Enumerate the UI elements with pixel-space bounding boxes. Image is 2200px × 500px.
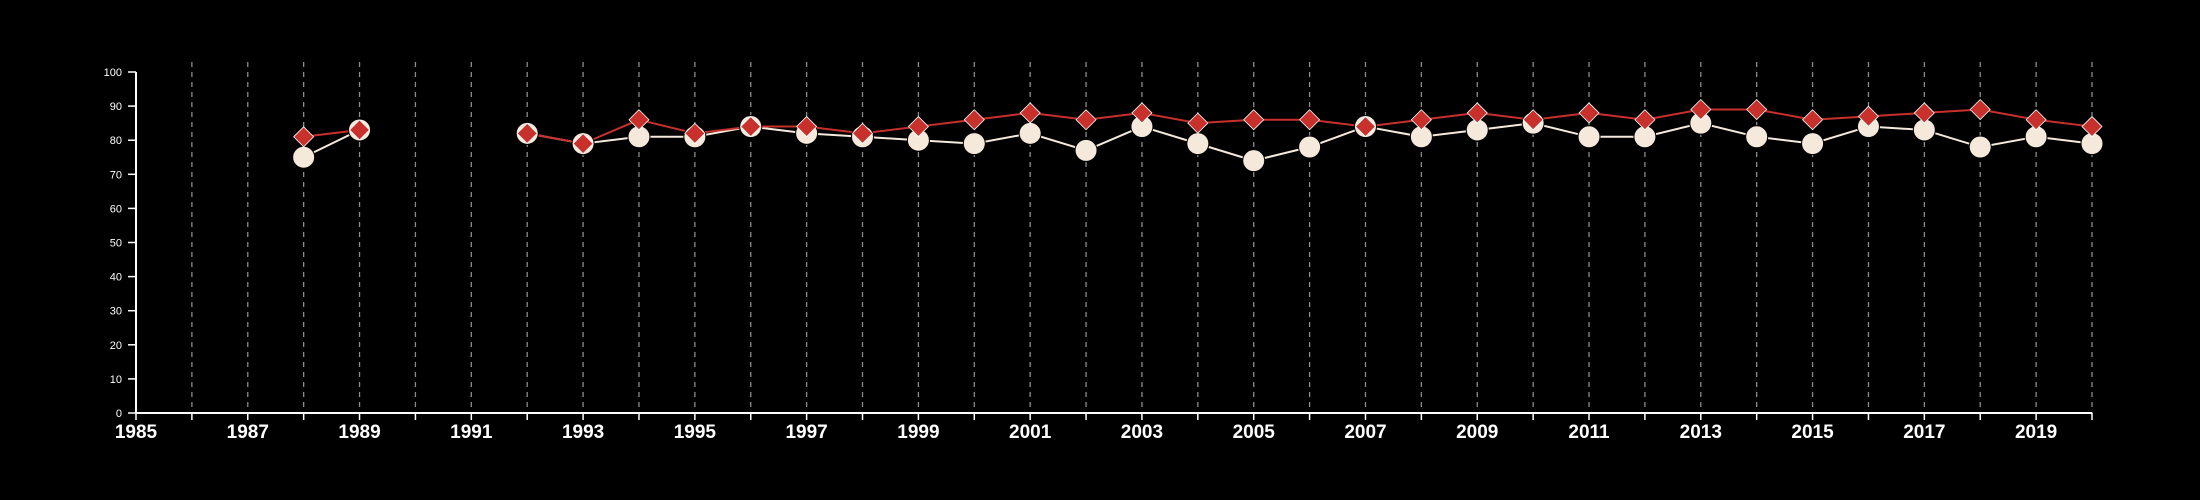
x-tick-label: 2017 (1903, 422, 1945, 443)
diamond-point (1466, 102, 1488, 124)
diamond-point (2025, 109, 2047, 131)
series-markers (292, 98, 2104, 173)
y-tick-label: 70 (110, 169, 122, 181)
circle-point (1242, 149, 1266, 173)
diamond-point (1187, 112, 1209, 134)
x-tick-label: 1995 (674, 422, 717, 443)
diamond-point (1857, 105, 1880, 127)
x-tick-label: 2009 (1456, 422, 1498, 443)
circle-point (1186, 132, 1210, 156)
circle-point (962, 132, 986, 156)
diamond-point (1522, 109, 1544, 131)
diamond-point (1131, 102, 1153, 124)
x-tick-label: 1993 (562, 422, 604, 443)
circle-point (1018, 121, 1042, 145)
y-tick-label: 60 (110, 203, 122, 215)
diamond-point (1969, 98, 1991, 121)
diamond-point (851, 122, 874, 144)
circle-point (1298, 135, 1322, 159)
diamond-point (1410, 109, 1432, 131)
diamond-point (1578, 102, 1600, 124)
diamond-point (1690, 98, 1712, 121)
diamond-point (907, 115, 929, 138)
x-tick-label: 1987 (227, 422, 269, 443)
x-tick-label: 1991 (450, 422, 493, 443)
x-ticks: 1985 1987 1989 1991 1993 1995 1997 1999 2001 2003… (115, 413, 2093, 443)
circle-point (292, 145, 316, 169)
circle-point (1801, 132, 1825, 156)
circle-point (1745, 125, 1769, 149)
diamond-point (572, 133, 594, 155)
diamond-point (1019, 102, 1041, 124)
x-tick-label: 1989 (338, 422, 380, 443)
y-tick-label: 80 (110, 135, 122, 147)
y-tick-label: 30 (110, 306, 122, 318)
circle-point (1074, 138, 1098, 162)
x-tick-label: 2015 (1791, 422, 1834, 443)
series (292, 98, 2104, 173)
circle-point (1577, 125, 1601, 149)
x-tick-label: 2019 (2015, 422, 2057, 443)
y-tick-label: 20 (110, 340, 122, 352)
diamond-point (1634, 109, 1656, 131)
diamond-point (1746, 98, 1768, 121)
diamond-point (740, 115, 762, 138)
axes (135, 72, 2092, 414)
y-tick-label: 90 (110, 101, 122, 113)
diamond-point (348, 119, 371, 141)
x-tick-label: 1999 (897, 422, 939, 443)
diamond-point (293, 126, 315, 148)
x-tick-label: 1985 (115, 422, 158, 443)
diamond-point (1354, 115, 1377, 138)
x-tick-label: 2013 (1680, 422, 1722, 443)
x-tick-label: 2001 (1009, 422, 1052, 443)
y-tick-label: 10 (110, 374, 122, 386)
y-tick-label: 40 (110, 272, 122, 284)
diamond-point (628, 109, 650, 131)
diamond-point (1243, 109, 1265, 131)
circle-point (1968, 135, 1992, 159)
diamond-point (1299, 109, 1321, 131)
diamond-point (1075, 109, 1097, 131)
diamond-point (963, 109, 985, 131)
diamond-point (796, 115, 818, 138)
grid-lines (191, 62, 2093, 413)
y-tick-label: 100 (104, 67, 122, 79)
y-tick-label: 50 (110, 238, 122, 250)
y-ticks: 0 10 20 30 40 50 60 70 80 90 100 (104, 67, 136, 420)
diamond-point (2081, 115, 2103, 138)
diamond-point (516, 122, 538, 144)
diamond-point (1913, 102, 1935, 124)
x-tick-label: 2007 (1344, 422, 1386, 443)
x-tick-label: 2005 (1233, 422, 1276, 443)
diamond-point (684, 122, 706, 144)
x-tick-label: 2011 (1568, 422, 1610, 443)
y-tick-label: 0 (116, 408, 122, 420)
x-tick-label: 2003 (1121, 422, 1163, 443)
diamond-point (1802, 109, 1824, 131)
x-tick-label: 1997 (785, 422, 827, 443)
